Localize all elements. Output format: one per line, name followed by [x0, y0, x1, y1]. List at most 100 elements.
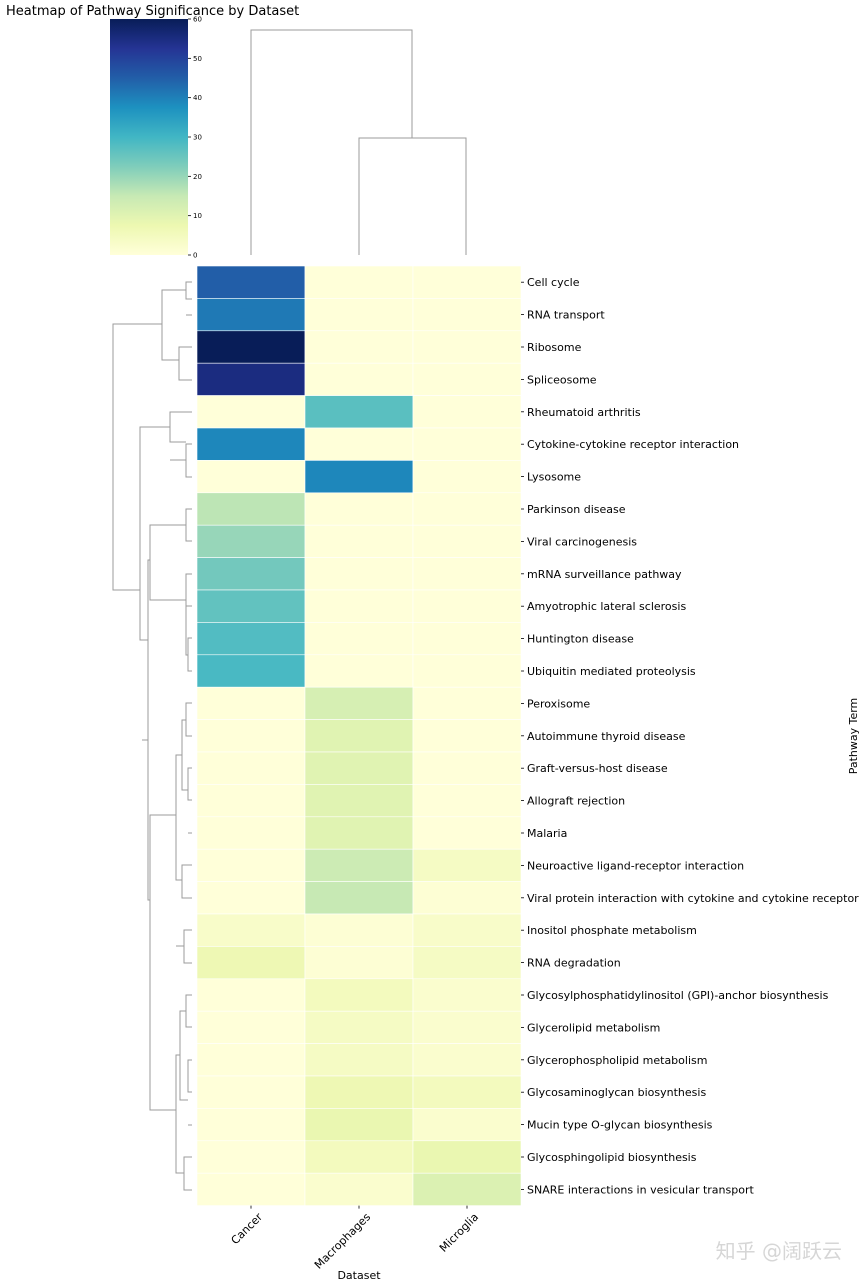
heatmap-cell [412, 492, 522, 526]
heatmap-cell [304, 460, 414, 494]
heatmap-cell [196, 1010, 306, 1044]
heatmap-cell [412, 395, 522, 429]
heatmap-cell [412, 622, 522, 656]
row-label: Neuroactive ligand-receptor interaction [527, 859, 744, 872]
colorbar-tick-label: 50 [193, 55, 202, 63]
heatmap-cell [412, 1108, 522, 1142]
heatmap-cell [412, 557, 522, 591]
heatmap-cell [196, 1172, 306, 1206]
heatmap-cell [304, 1140, 414, 1174]
colorbar-tick-label: 0 [193, 252, 197, 260]
heatmap-cell [412, 427, 522, 461]
heatmap-cell [304, 816, 414, 850]
heatmap-cell [196, 427, 306, 461]
heatmap-cell [412, 330, 522, 364]
heatmap-cell [196, 816, 306, 850]
heatmap-cell [196, 589, 306, 623]
row-label: Spliceosome [527, 373, 597, 386]
row-label: Mucin type O-glycan biosynthesis [527, 1119, 713, 1132]
colorbar-tick-label: 60 [193, 16, 202, 24]
heatmap-cell [196, 1108, 306, 1142]
row-label: Glycerophospholipid metabolism [527, 1054, 707, 1067]
heatmap-cell [196, 654, 306, 688]
heatmap-cell [412, 848, 522, 882]
heatmap-cell [196, 460, 306, 494]
heatmap-cell [304, 978, 414, 1012]
heatmap-cell [412, 1140, 522, 1174]
column-label: Microglia [437, 1211, 481, 1255]
heatmap-cell [412, 1172, 522, 1206]
row-label: Autoimmune thyroid disease [527, 730, 686, 743]
heatmap-cell [412, 913, 522, 947]
heatmap-cell [304, 913, 414, 947]
row-label: Inositol phosphate metabolism [527, 924, 697, 937]
row-label: RNA degradation [527, 957, 621, 970]
heatmap-cell [196, 1043, 306, 1077]
heatmap-cell [412, 1075, 522, 1109]
heatmap-cell [304, 881, 414, 915]
column-dendrogram [250, 29, 467, 255]
heatmap-cell [304, 751, 414, 785]
heatmap-cell [412, 460, 522, 494]
heatmap-cell [412, 589, 522, 623]
heatmap-cell [412, 784, 522, 818]
heatmap-cell [412, 719, 522, 753]
heatmap-cell [196, 848, 306, 882]
heatmap-cell [196, 881, 306, 915]
row-label: Malaria [527, 827, 567, 840]
colorbar-ticks: 0 10 20 30 40 50 60 [188, 16, 202, 260]
heatmap-cell [304, 265, 414, 299]
row-label: Ubiquitin mediated proteolysis [527, 665, 696, 678]
row-label: Cell cycle [527, 276, 580, 289]
heatmap-cell [196, 913, 306, 947]
heatmap-cell [304, 330, 414, 364]
heatmap-cell [196, 1075, 306, 1109]
heatmap-cell [304, 427, 414, 461]
heatmap-cell [304, 298, 414, 332]
heatmap-cell [412, 524, 522, 558]
heatmap-cell [304, 492, 414, 526]
heatmap-cell [196, 362, 306, 396]
row-labels: Cell cycle RNA transport Ribosome Spliceoso… [521, 276, 859, 1196]
heatmap-cell [196, 622, 306, 656]
heatmap-cell [304, 686, 414, 720]
heatmap-cell [304, 784, 414, 818]
heatmap-cell [412, 298, 522, 332]
row-label: mRNA surveillance pathway [527, 568, 682, 581]
heatmap-cell [196, 686, 306, 720]
heatmap-cell [304, 1075, 414, 1109]
colorbar-tick-label: 20 [193, 173, 202, 181]
row-label: Huntington disease [527, 633, 634, 646]
heatmap-cell [196, 1140, 306, 1174]
heatmap-cell [304, 654, 414, 688]
row-label: Viral protein interaction with cytokine … [527, 892, 859, 905]
column-labels: Cancer Macrophages Microglia [229, 1205, 481, 1272]
row-dendrogram [112, 281, 192, 1191]
heatmap-cell [412, 946, 522, 980]
heatmap-cell [304, 524, 414, 558]
heatmap-cell [304, 946, 414, 980]
heatmap-cell [304, 848, 414, 882]
heatmap-cell [304, 1108, 414, 1142]
row-label: Glycosaminoglycan biosynthesis [527, 1086, 706, 1099]
heatmap-cell [412, 265, 522, 299]
colorbar-tick-label: 40 [193, 94, 202, 102]
heatmap-cells [196, 265, 522, 1206]
heatmap-cell [304, 557, 414, 591]
heatmap-cell [196, 265, 306, 299]
x-axis-label: Dataset [337, 1269, 381, 1282]
heatmap-cell [196, 557, 306, 591]
heatmap-cell [304, 1172, 414, 1206]
row-label: Rheumatoid arthritis [527, 406, 641, 419]
heatmap-cell [304, 395, 414, 429]
chart-title: Heatmap of Pathway Significance by Datas… [6, 4, 299, 19]
row-label: Ribosome [527, 341, 582, 354]
heatmap-cell [196, 298, 306, 332]
heatmap-cell [196, 946, 306, 980]
heatmap-cell [304, 589, 414, 623]
heatmap-cell [196, 751, 306, 785]
row-label: Lysosome [527, 471, 581, 484]
heatmap-cell [196, 492, 306, 526]
heatmap-cell [304, 719, 414, 753]
